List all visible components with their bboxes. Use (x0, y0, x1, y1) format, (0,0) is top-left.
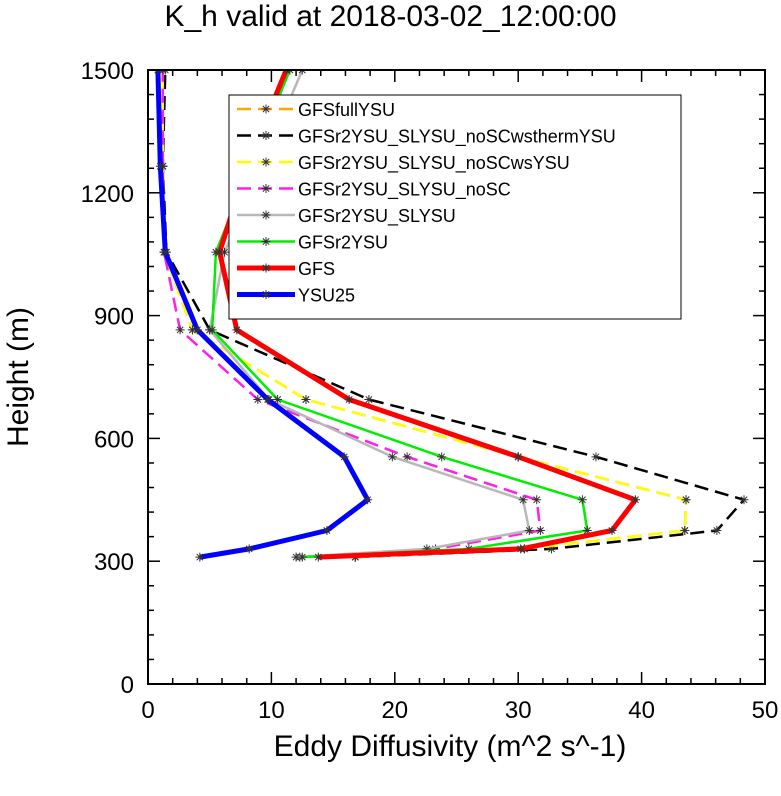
data-point (215, 247, 225, 257)
data-point (244, 544, 254, 554)
y-tick-label: 600 (94, 426, 134, 453)
y-tick-label: 1200 (81, 181, 134, 208)
legend-marker (261, 131, 271, 140)
y-tick-label: 300 (94, 549, 134, 576)
data-point (313, 552, 323, 562)
data-point (681, 495, 691, 505)
data-point (192, 325, 202, 335)
legend-marker (261, 263, 271, 273)
legend-label: GFSfullYSU (298, 100, 395, 120)
x-tick-label: 30 (505, 697, 532, 724)
data-point (739, 495, 749, 505)
data-point (518, 495, 528, 505)
data-point (577, 495, 587, 505)
data-point (155, 161, 165, 171)
data-point (630, 495, 640, 505)
data-point (437, 452, 447, 462)
data-point (513, 452, 523, 462)
data-point (680, 526, 690, 535)
legend-entry: GFSr2YSU_SLYSU_noSC (237, 180, 511, 201)
data-point (524, 526, 534, 535)
axes: 0 10 20 30 40 50 0 300 600 900 1200 1500 (81, 58, 779, 724)
legend-label: GFSr2YSU_SLYSU_noSCwsYSU (298, 153, 570, 174)
data-point (175, 325, 185, 335)
legend-label: GFS (298, 259, 335, 279)
y-tick-label: 900 (94, 304, 134, 331)
y-axis-label: Height (m) (2, 306, 35, 448)
legend-entry: GFSr2YSU (237, 233, 388, 253)
data-point (387, 452, 397, 462)
data-point (297, 552, 307, 562)
x-tick-label: 40 (628, 697, 655, 724)
data-point (363, 495, 373, 505)
legend-label: GFSr2YSU_SLYSU (298, 206, 456, 227)
legend-entry: GFSr2YSU_SLYSU (237, 206, 456, 227)
data-point (160, 247, 170, 257)
legend-entry: GFSr2YSU_SLYSU_noSCwsYSU (237, 153, 570, 174)
data-point (322, 526, 332, 535)
legend: GFSfullYSU GFSr2YSU_SLYSU_noSCwsthermYSU G… (228, 94, 682, 320)
plot-frame (147, 69, 766, 685)
data-point (207, 325, 217, 335)
data-point (582, 526, 592, 535)
legend-label: GFSr2YSU (298, 233, 388, 253)
data-point (220, 247, 230, 257)
x-tick-label: 20 (381, 697, 408, 724)
data-point (535, 526, 545, 535)
data-point (339, 452, 349, 462)
data-point (532, 495, 542, 505)
legend-marker (261, 157, 271, 167)
data-point (712, 526, 722, 535)
legend-marker (261, 104, 271, 114)
legend-label: GFSr2YSU_SLYSU_noSCwsthermYSU (298, 127, 616, 148)
data-point (591, 452, 601, 462)
data-point (364, 395, 374, 405)
legend-entry: GFS (237, 259, 335, 279)
data-point (291, 552, 301, 562)
data-point (195, 552, 205, 562)
series-8 (153, 70, 373, 562)
chart-title: K_h valid at 2018-03-02_12:00:00 (164, 0, 617, 33)
data-point (402, 452, 412, 462)
data-point (431, 544, 441, 554)
data-point (422, 544, 432, 554)
legend-marker (261, 237, 271, 246)
legend-entry: GFSr2YSU_SLYSU_noSCwsthermYSU (237, 127, 616, 148)
legend-box (228, 94, 682, 320)
x-axis-label: Eddy Diffusivity (m^2 s^-1) (273, 730, 627, 763)
data-point (344, 395, 354, 405)
legend-entry: YSU25 (237, 286, 355, 306)
data-point (547, 544, 557, 554)
x-tick-label: 50 (752, 697, 779, 724)
y-tick-label: 1500 (81, 58, 134, 85)
y-tick-label: 0 (121, 672, 134, 699)
legend-marker (261, 210, 271, 220)
x-tick-label: 10 (258, 697, 285, 724)
data-point (607, 526, 617, 535)
legend-entry: GFSfullYSU (237, 100, 395, 120)
x-tick-label: 0 (141, 697, 154, 724)
legend-marker (261, 184, 271, 193)
series-line (155, 70, 371, 560)
data-point (232, 325, 242, 335)
data-point (301, 395, 311, 405)
legend-label: YSU25 (298, 286, 355, 306)
data-point (516, 544, 526, 554)
data-point (253, 395, 263, 405)
legend-label: GFSr2YSU_SLYSU_noSC (298, 180, 511, 201)
legend-marker (261, 290, 271, 299)
data-point (263, 395, 273, 405)
data-point (187, 325, 197, 335)
data-point (273, 395, 283, 405)
